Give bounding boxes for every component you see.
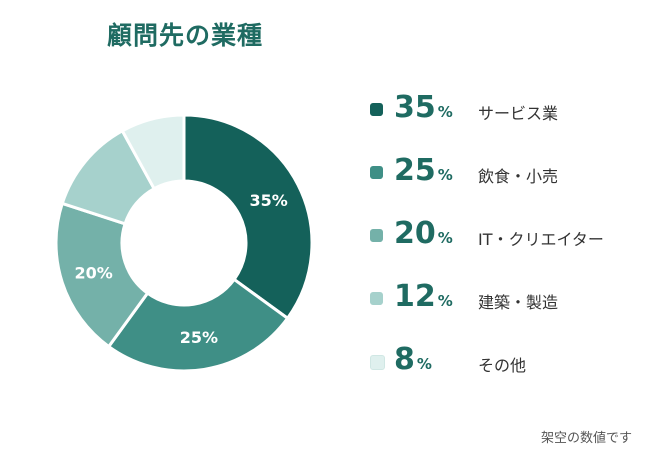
legend-swatch	[370, 355, 385, 370]
legend-item: 20% IT・クリエイター	[368, 216, 658, 256]
slice-3	[54, 201, 150, 349]
slice-5	[120, 113, 186, 191]
legend-value-unit: %	[437, 229, 453, 247]
footnote: 架空の数値です	[540, 431, 632, 446]
legend-label: その他	[478, 356, 527, 375]
legend-value-number: 8	[394, 342, 415, 377]
legend-value: 12%	[394, 279, 474, 314]
legend-swatch	[370, 229, 383, 242]
legend-swatch	[370, 292, 383, 305]
legend-value: 35%	[394, 90, 474, 125]
legend-value: 25%	[394, 153, 474, 188]
chart-title: 顧問先の業種	[106, 21, 263, 50]
slice-2	[106, 277, 290, 373]
slice-label-3: 20%	[75, 263, 113, 282]
legend-value-unit: %	[437, 103, 453, 121]
legend-item: 25% 飲食・小売	[368, 153, 658, 193]
legend-label: IT・クリエイター	[478, 230, 604, 249]
legend-label: 飲食・小売	[478, 167, 559, 186]
legend-value-number: 35	[394, 90, 436, 125]
donut-chart: 35% 25% 20%	[54, 113, 314, 373]
legend-item: 35% サービス業	[368, 90, 658, 130]
legend-value-number: 25	[394, 153, 436, 188]
slice-label-1: 35%	[249, 191, 287, 210]
slice-label-2: 25%	[180, 328, 218, 347]
legend-value-number: 20	[394, 216, 436, 251]
legend-item: 12% 建築・製造	[368, 279, 658, 319]
legend-value: 8%	[394, 342, 474, 377]
legend-label: 建築・製造	[478, 293, 559, 312]
legend-item: 8% その他	[368, 342, 658, 382]
slice-1	[182, 113, 314, 321]
legend-value: 20%	[394, 216, 474, 251]
legend-label: サービス業	[478, 104, 559, 123]
legend-value-unit: %	[437, 166, 453, 184]
legend-swatch	[370, 103, 383, 116]
legend-value-number: 12	[394, 279, 436, 314]
legend-swatch	[370, 166, 383, 179]
legend-value-unit: %	[437, 292, 453, 310]
legend-value-unit: %	[416, 355, 432, 373]
